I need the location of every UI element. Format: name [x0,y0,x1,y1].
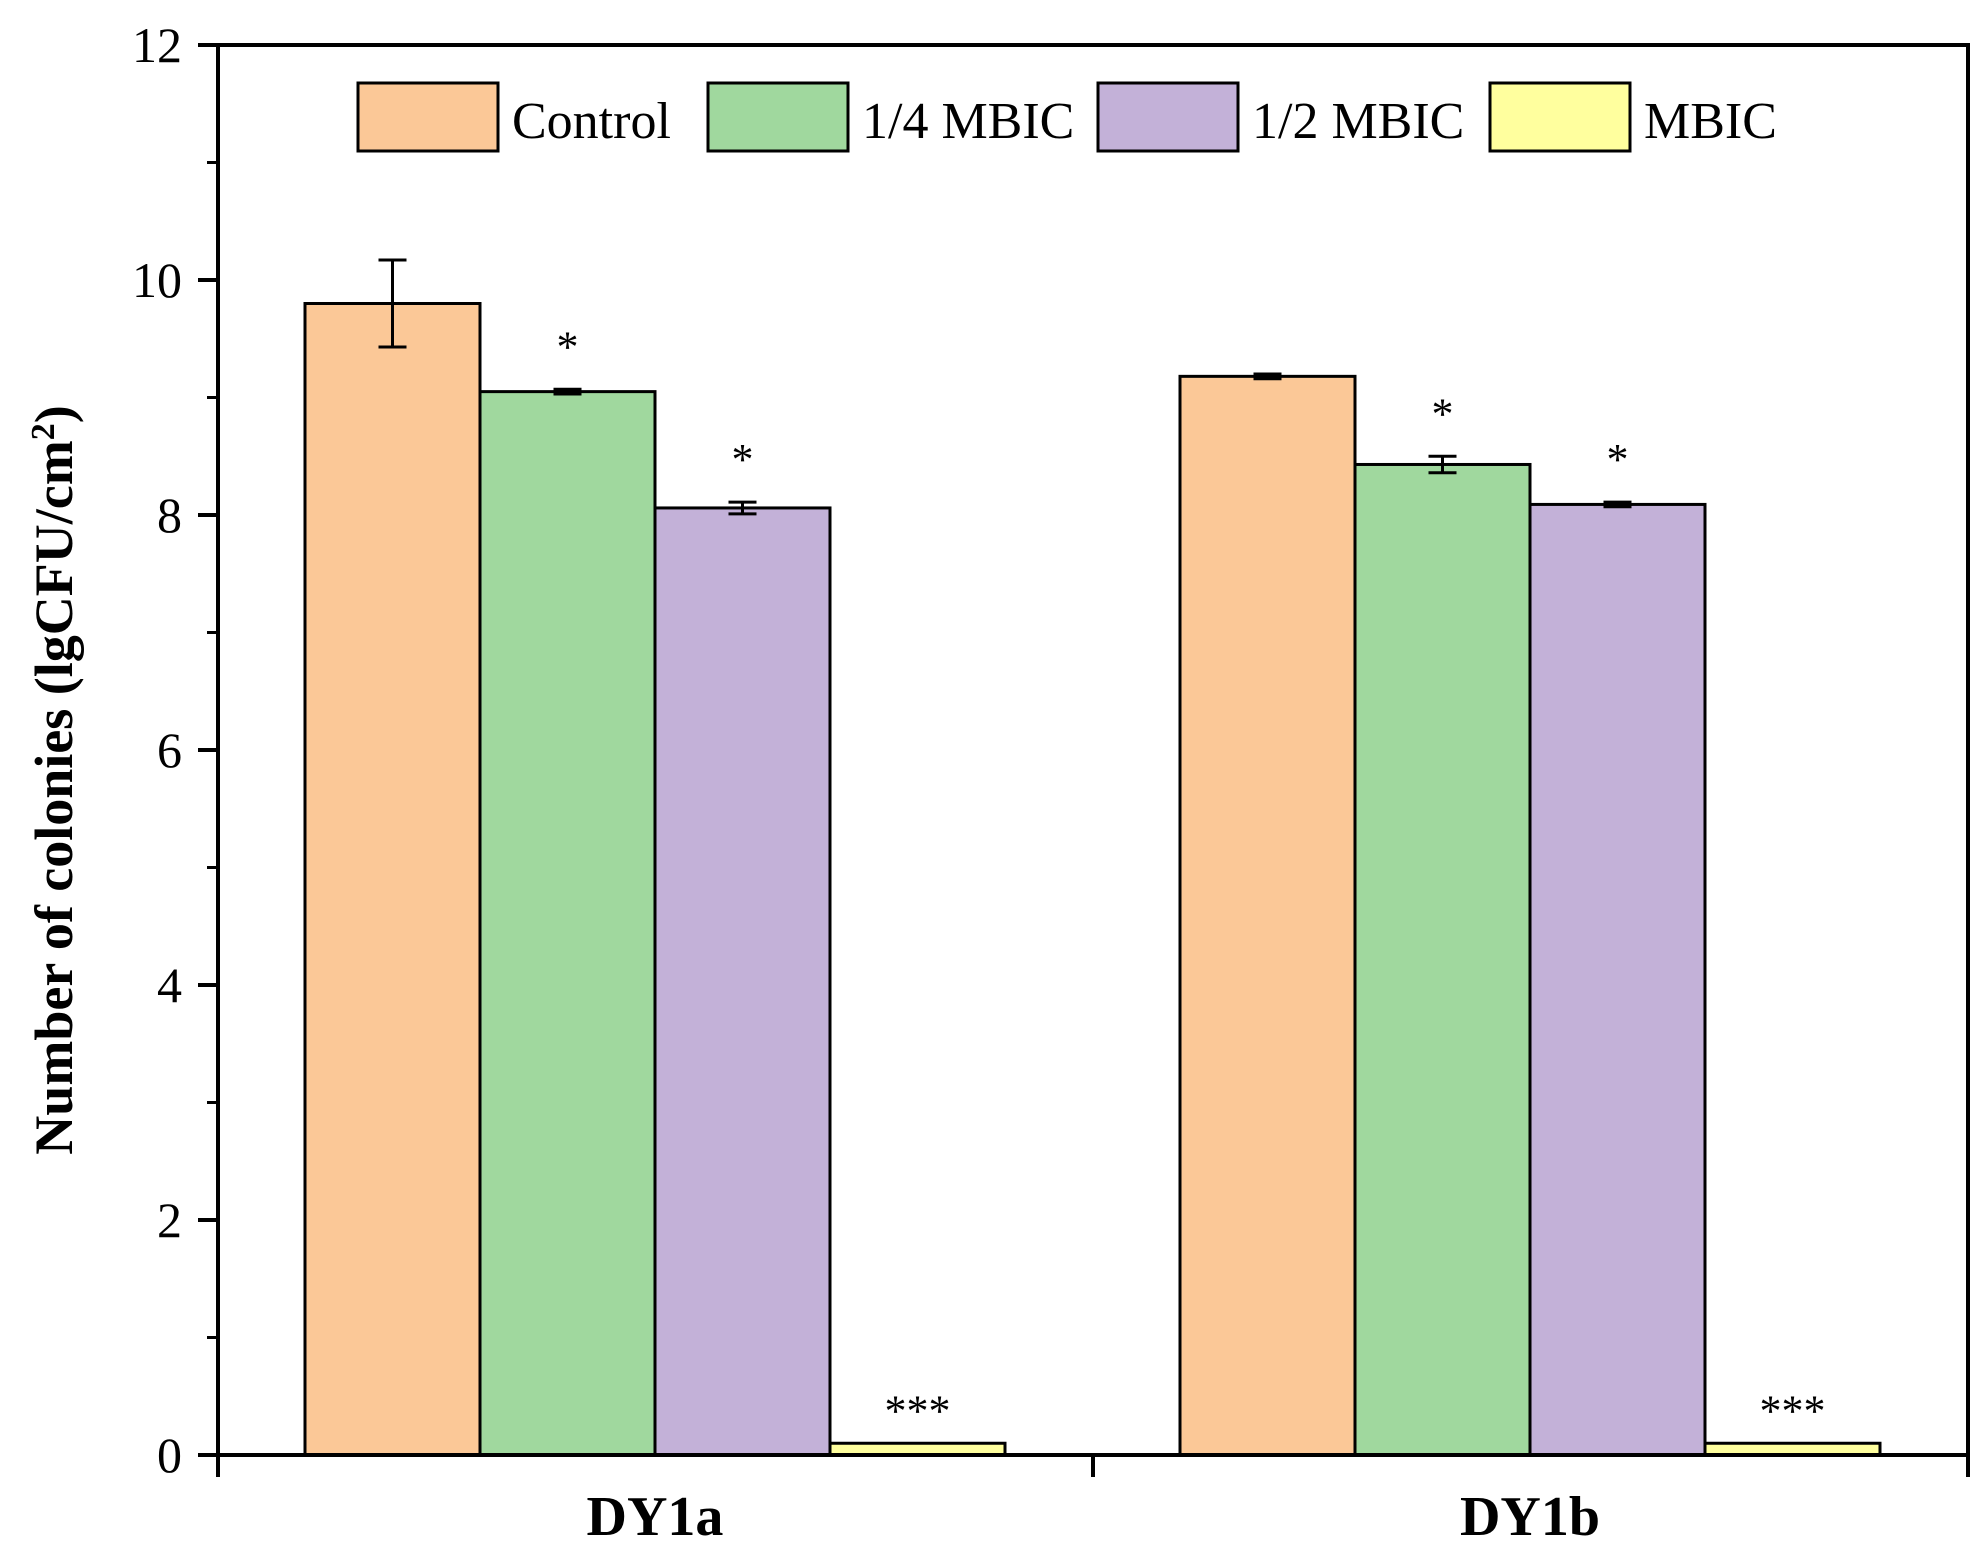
significance-label: * [1607,435,1629,484]
y-tick-label: 2 [157,1192,182,1248]
legend-label-4: MBIC [1644,93,1777,150]
legend-swatch-1 [356,81,500,153]
legend-label-3: 1/2 MBIC [1252,93,1464,150]
y-tick-label: 0 [157,1427,182,1483]
bar-dy1b-2 [1353,462,1532,1457]
legend-swatch-4 [1488,81,1632,153]
x-category-label: DY1a [587,1486,724,1548]
y-tick-label: 6 [157,722,182,778]
significance-label: *** [1760,1386,1826,1435]
legend-label-2: 1/4 MBIC [862,93,1074,150]
y-axis-label-main: Number of colonies (lgCFU/cm [24,440,84,1154]
bar-dy1a-2 [478,390,657,1457]
y-tick-label: 8 [157,487,182,543]
legend-swatch-2 [706,81,850,153]
x-axis: DY1a DY1b [216,1455,1970,1548]
significance-label: *** [885,1386,951,1435]
bar-dy1a-3 [653,506,832,1457]
y-axis-label-superscript: 2 [25,423,62,440]
bar-dy1b-1 [1178,374,1357,1457]
bar-dy1b-3 [1528,502,1707,1457]
legend: Control 1/4 MBIC 1/2 MBIC MBIC [356,81,1777,153]
y-tick-label: 12 [132,17,182,73]
y-tick-label: 10 [132,252,182,308]
significance-label: * [1432,389,1454,438]
y-axis-label-close: ) [24,405,84,423]
x-category-label: DY1b [1460,1486,1600,1548]
bars [303,302,1882,1457]
y-tick-label: 4 [157,957,182,1013]
y-axis-ticks: 0 2 4 6 8 10 12 [132,17,218,1483]
bar-dy1a-1 [303,302,482,1457]
significance-label: * [557,322,579,371]
legend-label-1: Control [512,93,671,150]
significance-markers: ********** [557,322,1826,1435]
y-axis-label: Number of colonies (lgCFU/cm2) [24,405,84,1154]
legend-swatch-3 [1096,81,1240,153]
significance-label: * [732,435,754,484]
error-bars [378,258,1632,516]
